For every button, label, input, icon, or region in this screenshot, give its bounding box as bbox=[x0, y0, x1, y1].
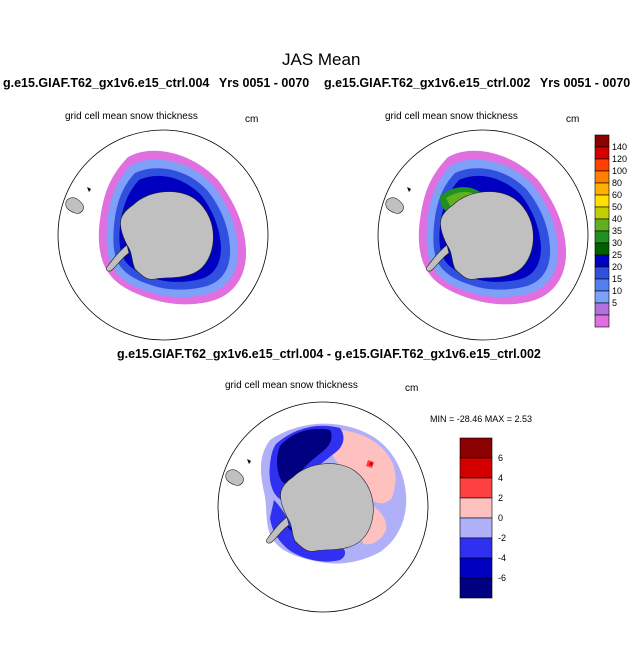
top-right-units-label: cm bbox=[566, 114, 580, 125]
top-left-map bbox=[57, 129, 269, 341]
colorbar-top-label: 5 bbox=[612, 298, 617, 308]
colorbar-top-box bbox=[594, 254, 610, 268]
left-case-name: g.e15.GIAF.T62_gx1v6.e15_ctrl.004 bbox=[3, 76, 210, 90]
colorbar-top: 140 120 100 80 60 50 40 35 30 25 20 15 10 5 bbox=[594, 134, 627, 328]
colorbar-top-label: 140 bbox=[612, 142, 627, 152]
colorbar-diff-box bbox=[459, 537, 493, 559]
diff-min-max: MIN = -28.46 MAX = 2.53 bbox=[430, 414, 533, 424]
colorbar-diff-label: -2 bbox=[498, 533, 506, 543]
colorbar-diff-label: 2 bbox=[498, 493, 503, 503]
colorbar-top-box bbox=[594, 290, 610, 304]
right-case-years: Yrs 0051 - 0070 bbox=[539, 76, 631, 90]
colorbar-top-label: 40 bbox=[612, 214, 622, 224]
colorbar-diff-label: -6 bbox=[498, 573, 506, 583]
left-case-years: Yrs 0051 - 0070 bbox=[218, 76, 310, 90]
colorbar-top-box bbox=[594, 218, 610, 232]
colorbar-diff-box bbox=[459, 477, 493, 499]
colorbar-top-label: 15 bbox=[612, 274, 622, 284]
main-title: JAS Mean bbox=[282, 50, 361, 69]
difference-map bbox=[217, 401, 429, 613]
top-left-variable-label: grid cell mean snow thickness bbox=[65, 111, 198, 122]
colorbar-diff-box bbox=[459, 517, 493, 539]
colorbar-top-label: 20 bbox=[612, 262, 622, 272]
colorbar-top-label: 80 bbox=[612, 178, 622, 188]
colorbar-diff-box bbox=[459, 557, 493, 579]
diff-title: g.e15.GIAF.T62_gx1v6.e15_ctrl.004 - g.e1… bbox=[117, 347, 541, 361]
colorbar-top-box bbox=[594, 266, 610, 280]
diff-variable-label: grid cell mean snow thickness bbox=[225, 380, 358, 391]
colorbar-top-box bbox=[594, 182, 610, 196]
colorbar-top-label: 50 bbox=[612, 202, 622, 212]
right-case-name: g.e15.GIAF.T62_gx1v6.e15_ctrl.002 bbox=[324, 76, 531, 90]
diff-units-label: cm bbox=[405, 383, 419, 394]
colorbar-diff-box bbox=[459, 437, 493, 459]
colorbar-diff-label: 6 bbox=[498, 453, 503, 463]
colorbar-diff-label: 0 bbox=[498, 513, 503, 523]
colorbar-top-label: 30 bbox=[612, 238, 622, 248]
colorbar-top-box bbox=[594, 206, 610, 220]
colorbar-top-box bbox=[594, 134, 610, 148]
colorbar-top-box bbox=[594, 230, 610, 244]
colorbar-diff-box bbox=[459, 497, 493, 519]
top-left-units-label: cm bbox=[245, 114, 259, 125]
colorbar-top-label: 100 bbox=[612, 166, 627, 176]
colorbar-top-box bbox=[594, 278, 610, 292]
colorbar-top-box bbox=[594, 170, 610, 184]
colorbar-diff-box bbox=[459, 577, 493, 599]
colorbar-top-box bbox=[594, 242, 610, 256]
colorbar-diff-label: -4 bbox=[498, 553, 506, 563]
colorbar-top-box bbox=[594, 146, 610, 160]
right-case-title: g.e15.GIAF.T62_gx1v6.e15_ctrl.002 Yrs 00… bbox=[324, 76, 630, 90]
colorbar-diff-label: 4 bbox=[498, 473, 503, 483]
colorbar-top-label: 25 bbox=[612, 250, 622, 260]
colorbar-top-label: 35 bbox=[612, 226, 622, 236]
colorbar-diff-box bbox=[459, 457, 493, 479]
colorbar-top-box bbox=[594, 194, 610, 208]
top-right-map bbox=[377, 129, 589, 341]
top-right-variable-label: grid cell mean snow thickness bbox=[385, 111, 518, 122]
colorbar-top-box bbox=[594, 314, 610, 328]
colorbar-top-label: 10 bbox=[612, 286, 622, 296]
colorbar-top-label: 120 bbox=[612, 154, 627, 164]
colorbar-top-box bbox=[594, 158, 610, 172]
left-case-title: g.e15.GIAF.T62_gx1v6.e15_ctrl.004 Yrs 00… bbox=[3, 76, 309, 90]
colorbar-diff: 6 4 2 0 -2 -4 -6 bbox=[459, 437, 506, 599]
colorbar-top-box bbox=[594, 302, 610, 316]
colorbar-top-label: 60 bbox=[612, 190, 622, 200]
